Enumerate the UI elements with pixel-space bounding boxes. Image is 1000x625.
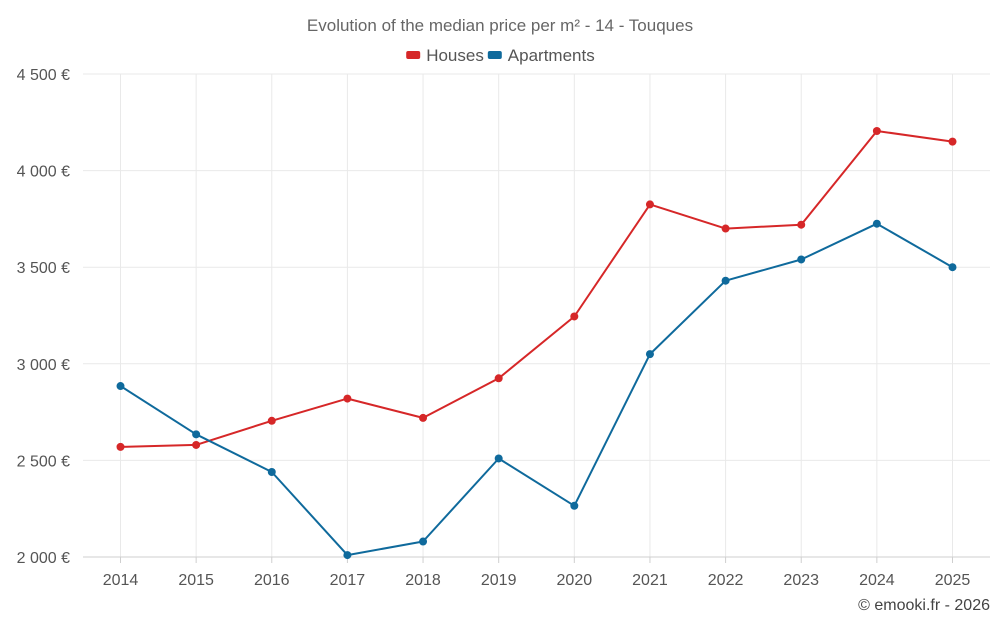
legend: Houses Apartments xyxy=(406,46,595,65)
x-tick-label: 2024 xyxy=(859,572,895,589)
data-point-apartments[interactable] xyxy=(872,219,881,228)
data-point-houses[interactable] xyxy=(343,394,352,403)
data-point-houses[interactable] xyxy=(419,413,428,422)
grid-layer xyxy=(83,73,990,558)
legend-swatch-houses xyxy=(406,51,421,59)
legend-label-houses: Houses xyxy=(426,46,484,65)
series-line-apartments xyxy=(119,222,953,557)
x-tick-label: 2020 xyxy=(557,572,593,589)
x-tick-label: 2021 xyxy=(632,572,668,589)
x-tick-label: 2025 xyxy=(935,572,971,589)
y-tick-label: 4 000 € xyxy=(17,164,70,181)
data-point-houses[interactable] xyxy=(948,137,957,146)
x-tick-label: 2022 xyxy=(708,572,744,589)
data-point-houses[interactable] xyxy=(570,312,579,321)
data-point-apartments[interactable] xyxy=(570,501,579,510)
legend-label-apartments: Apartments xyxy=(508,46,595,65)
data-point-houses[interactable] xyxy=(267,416,276,425)
series-line-houses xyxy=(120,130,953,448)
axis-layer: 2 000 € 2 500 € 3 000 € 3 500 € 4 000 € 4 500… xyxy=(17,67,990,589)
data-point-apartments[interactable] xyxy=(419,537,428,546)
data-point-apartments[interactable] xyxy=(721,276,730,285)
x-tick-label: 2018 xyxy=(405,572,441,589)
chart-title: Evolution of the median price per m² - 1… xyxy=(307,16,693,35)
legend-swatch-apartments xyxy=(487,51,502,59)
data-point-houses[interactable] xyxy=(192,440,201,449)
x-tick-label: 2014 xyxy=(103,572,139,589)
data-point-apartments[interactable] xyxy=(494,454,503,463)
data-point-apartments[interactable] xyxy=(797,255,806,264)
y-tick-label: 2 000 € xyxy=(17,550,70,567)
data-point-apartments[interactable] xyxy=(267,467,276,476)
data-point-houses[interactable] xyxy=(872,126,881,135)
legend-item-apartments[interactable]: Apartments xyxy=(487,46,595,65)
x-tick-label: 2023 xyxy=(783,572,819,589)
y-tick-label: 4 500 € xyxy=(17,67,70,84)
data-point-apartments[interactable] xyxy=(343,551,352,560)
data-point-houses[interactable] xyxy=(116,442,125,451)
credit-text: © emooki.fr - 2026 xyxy=(858,597,990,614)
x-tick-label: 2016 xyxy=(254,572,290,589)
x-tick-label: 2019 xyxy=(481,572,517,589)
data-point-houses[interactable] xyxy=(721,224,730,233)
x-tick-label: 2017 xyxy=(330,572,366,589)
y-tick-label: 2 500 € xyxy=(17,453,70,470)
x-tick-label: 2015 xyxy=(178,572,214,589)
y-tick-label: 3 500 € xyxy=(17,260,70,277)
data-point-houses[interactable] xyxy=(797,220,806,229)
data-point-apartments[interactable] xyxy=(948,263,957,272)
data-point-apartments[interactable] xyxy=(116,382,125,391)
data-point-apartments[interactable] xyxy=(645,350,654,359)
series-layer xyxy=(116,126,957,560)
data-point-houses[interactable] xyxy=(645,200,654,209)
legend-item-houses[interactable]: Houses xyxy=(406,46,484,65)
y-tick-label: 3 000 € xyxy=(17,357,70,374)
data-point-apartments[interactable] xyxy=(192,430,201,439)
data-point-houses[interactable] xyxy=(494,374,503,383)
